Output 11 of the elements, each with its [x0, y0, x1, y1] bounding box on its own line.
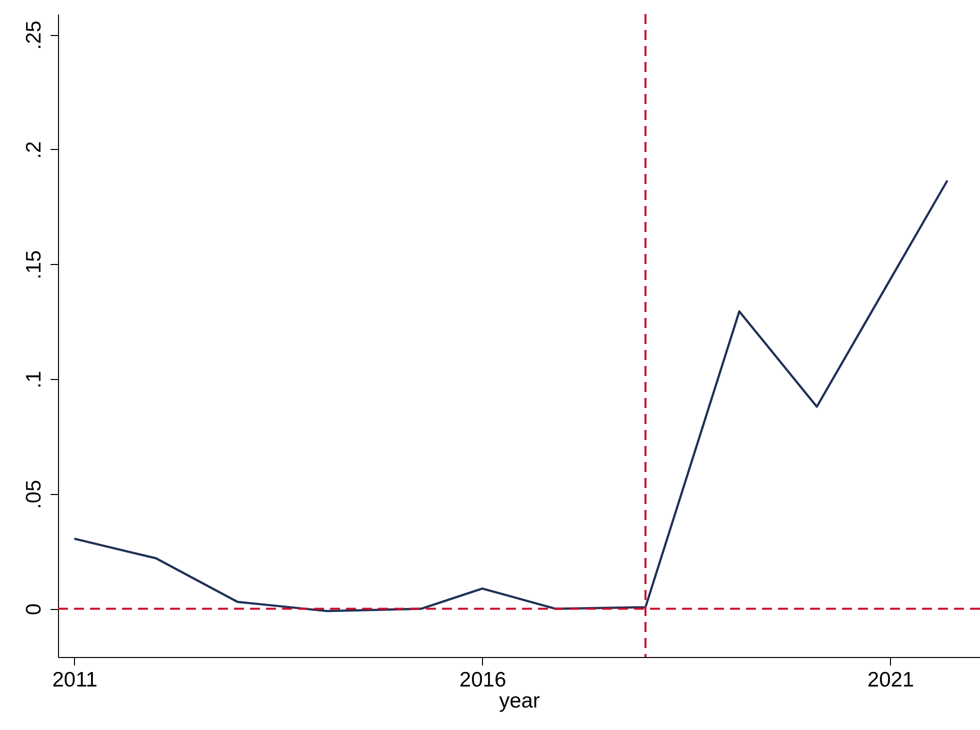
y-tick-label: .15: [22, 250, 46, 280]
x-tick-label: 2016: [459, 668, 506, 692]
y-tick-label: .25: [22, 20, 46, 50]
y-tick-label: 0: [22, 603, 46, 616]
line-series: [73, 179, 948, 612]
y-tick-label: .1: [22, 370, 46, 388]
x-tick-label: 2011: [52, 668, 98, 692]
y-tick-label: .2: [22, 141, 46, 159]
x-tick-label: 2021: [867, 668, 914, 692]
y-tick-label: .05: [22, 480, 46, 510]
x-axis-title: year: [499, 690, 540, 712]
